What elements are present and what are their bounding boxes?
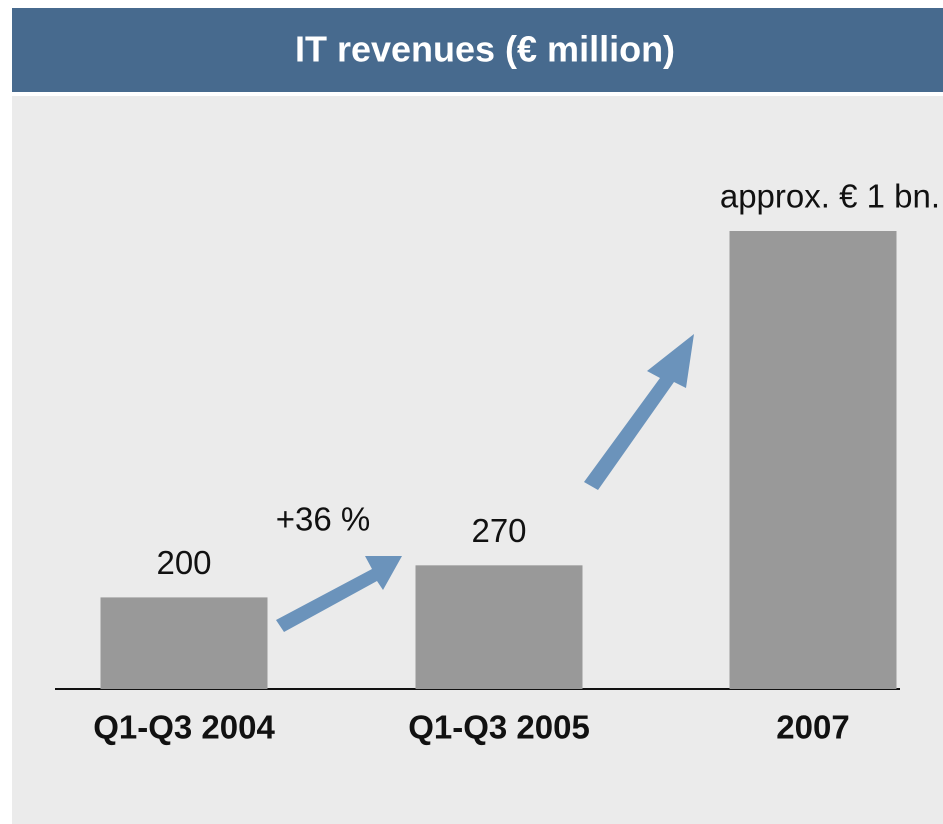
value-label: approx. € 1 bn. — [720, 178, 940, 215]
annotation: +36 % — [276, 501, 371, 538]
bar — [729, 231, 897, 689]
bar — [100, 597, 268, 689]
value-label: 200 — [156, 544, 211, 581]
value-label: 270 — [471, 512, 526, 549]
bar — [415, 565, 583, 689]
x-tick-label: 2007 — [776, 709, 849, 746]
title-band — [12, 8, 943, 92]
x-tick-label: Q1-Q3 2004 — [93, 709, 275, 746]
x-tick-label: Q1-Q3 2005 — [408, 709, 590, 746]
growth-arrow — [276, 556, 402, 632]
chart-title: IT revenues (€ million) — [295, 29, 675, 70]
growth-arrow — [584, 334, 694, 490]
